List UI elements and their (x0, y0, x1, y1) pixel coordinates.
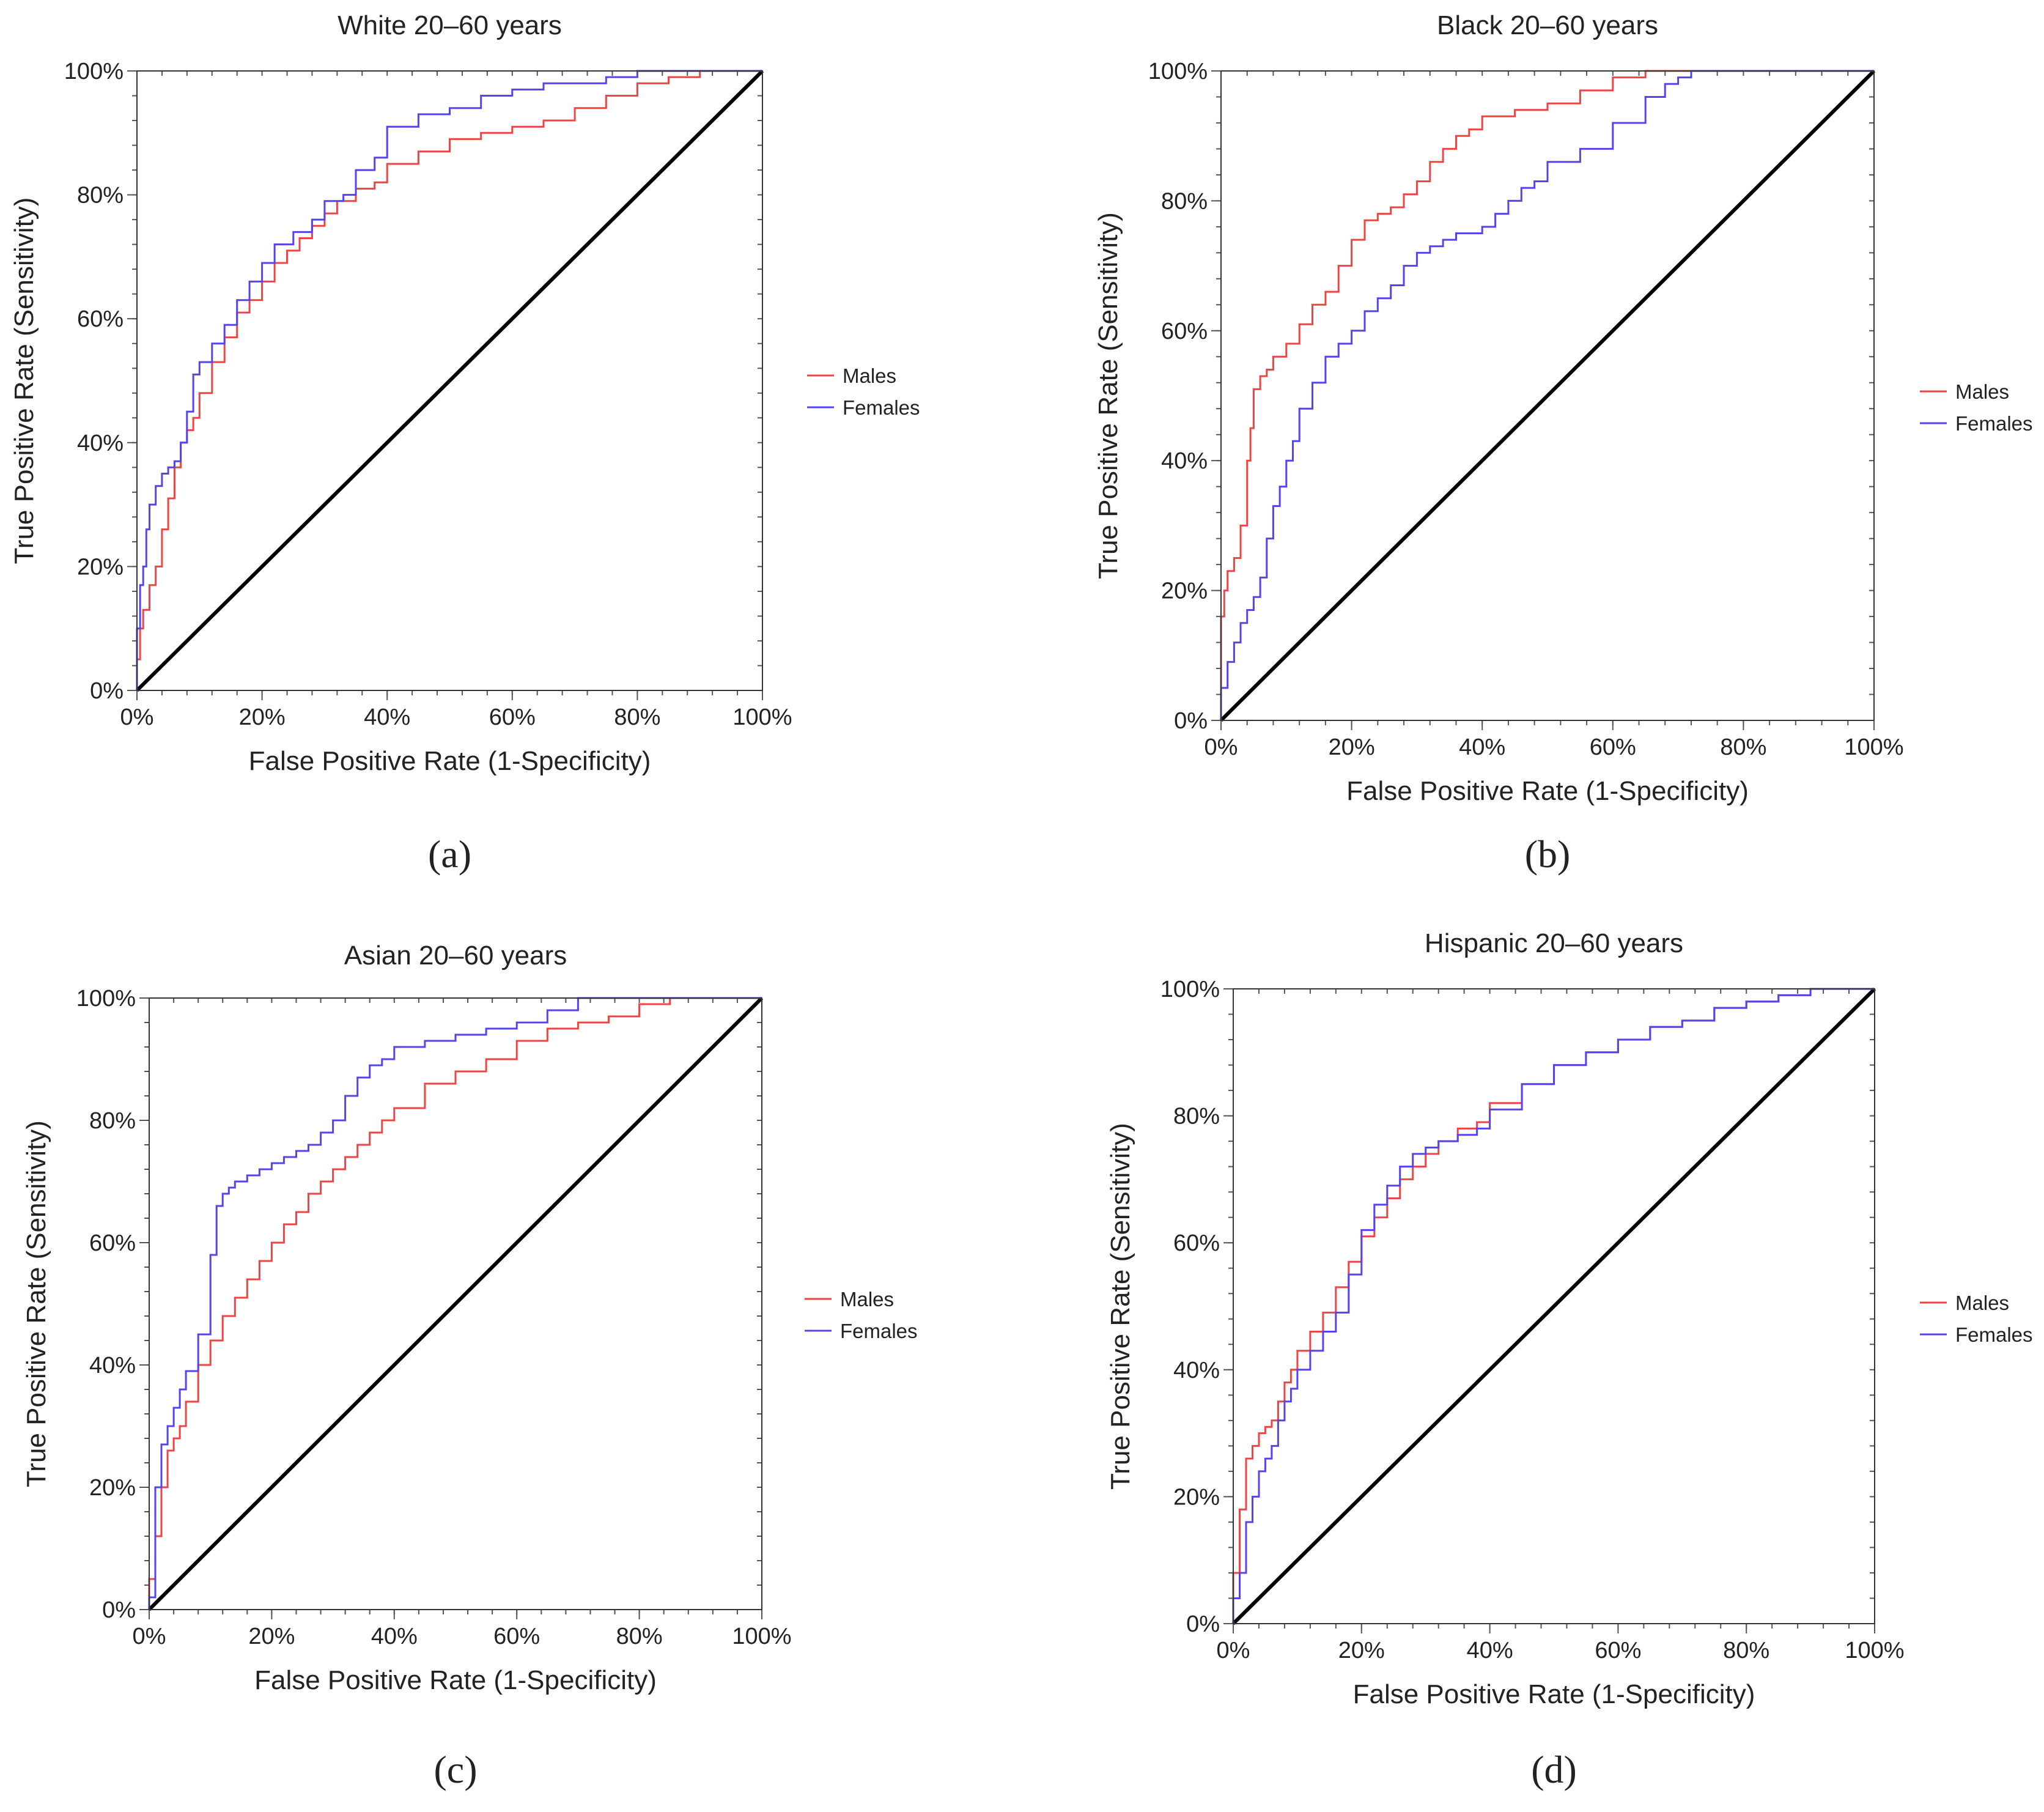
y-tick-label: 20% (77, 554, 124, 580)
x-tick-label: 20% (1329, 734, 1375, 760)
roc-panel: Black 20–60 years 0% 20% 40% 60% 80% 100% 0% 20%… (1093, 10, 2033, 876)
y-tick-label: 60% (1161, 319, 1208, 344)
x-axis-label: False Positive Rate (1-Specificity) (254, 1665, 657, 1695)
panel-label: (b) (1525, 832, 1571, 876)
y-axis-label: True Positive Rate (Sensitivity) (9, 198, 39, 564)
x-tick-label: 80% (614, 704, 660, 730)
x-tick-label: 60% (493, 1624, 540, 1649)
x-axis-label: False Positive Rate (1-Specificity) (1353, 1679, 1755, 1709)
y-tick-label: 60% (89, 1230, 136, 1256)
x-tick-label: 100% (1845, 1638, 1904, 1663)
x-tick-label: 60% (489, 704, 536, 730)
y-tick-label: 20% (1161, 579, 1208, 604)
y-tick-label: 80% (89, 1108, 136, 1134)
plot-frame (136, 70, 763, 691)
series-line-males (1220, 70, 1874, 720)
legend-label: Males (840, 1288, 894, 1311)
y-axis-label: True Positive Rate (Sensitivity) (1105, 1123, 1135, 1490)
roc-panel: White 20–60 years 0% 20% 40% 60% 80% 100% 0% 20%… (9, 10, 920, 876)
y-tick-label: 100% (64, 59, 124, 84)
x-tick-label: 80% (1723, 1638, 1769, 1663)
x-tick-label: 20% (1338, 1638, 1385, 1663)
reference-diagonal (1231, 987, 1876, 1625)
legend-label: Males (1955, 1292, 2009, 1314)
x-tick-label: 100% (1844, 734, 1903, 760)
x-tick-label: 80% (1720, 734, 1766, 760)
y-tick-label: 0% (90, 678, 124, 704)
series-line-females (136, 70, 762, 690)
y-tick-label: 100% (76, 986, 136, 1011)
panel-label: (a) (428, 832, 471, 876)
plot-frame (149, 997, 762, 1610)
x-tick-label: 40% (1467, 1638, 1513, 1663)
series-line-males (136, 70, 762, 690)
x-tick-label: 40% (1459, 734, 1505, 760)
x-tick-label: 100% (732, 704, 792, 730)
y-tick-label: 100% (1160, 977, 1220, 1002)
plot-frame (1220, 70, 1875, 721)
reference-diagonal (147, 996, 764, 1611)
legend-label: Females (840, 1320, 918, 1342)
legend-label: Females (1955, 412, 2033, 435)
x-tick-label: 40% (371, 1624, 418, 1649)
series-line-females (1232, 988, 1875, 1624)
y-tick-label: 0% (1186, 1611, 1220, 1637)
x-tick-label: 40% (364, 704, 410, 730)
y-tick-label: 80% (1173, 1104, 1220, 1130)
panel-label: (d) (1531, 1748, 1577, 1791)
reference-diagonal (1219, 69, 1876, 722)
y-tick-label: 0% (1174, 708, 1208, 734)
x-tick-label: 100% (732, 1624, 791, 1649)
x-tick-label: 60% (1590, 734, 1636, 760)
y-tick-label: 40% (89, 1353, 136, 1378)
x-tick-label: 60% (1595, 1638, 1641, 1663)
y-tick-label: 100% (1148, 59, 1208, 84)
panel-label: (c) (434, 1748, 477, 1791)
x-axis-label: False Positive Rate (1-Specificity) (1346, 776, 1749, 806)
y-axis-label: True Positive Rate (Sensitivity) (21, 1120, 51, 1487)
reference-diagonal (135, 69, 764, 692)
x-tick-label: 20% (248, 1624, 295, 1649)
chart-title: White 20–60 years (338, 10, 562, 40)
series-line-females (148, 997, 762, 1610)
chart-title: Asian 20–60 years (344, 941, 567, 971)
x-tick-label: 0% (120, 704, 154, 730)
chart-title: Hispanic 20–60 years (1425, 928, 1683, 958)
legend-label: Females (843, 396, 920, 419)
x-tick-label: 80% (616, 1624, 663, 1649)
x-tick-label: 0% (1205, 734, 1238, 760)
y-tick-label: 20% (1173, 1484, 1220, 1510)
series-line-females (1220, 70, 1874, 720)
y-tick-label: 40% (1173, 1358, 1220, 1383)
roc-panel: Hispanic 20–60 years 0% 20% 40% 60% 80% 100% 0%… (1105, 928, 2033, 1791)
x-tick-label: 0% (133, 1624, 166, 1649)
legend-label: Males (843, 364, 896, 387)
x-axis-label: False Positive Rate (1-Specificity) (249, 746, 651, 776)
chart-title: Black 20–60 years (1437, 10, 1658, 40)
y-tick-label: 0% (102, 1597, 136, 1623)
y-tick-label: 20% (89, 1475, 136, 1501)
roc-panel: Asian 20–60 years 0% 20% 40% 60% 80% 100% 0% 20%… (21, 941, 918, 1791)
y-tick-label: 40% (77, 431, 124, 456)
plot-frame (1233, 988, 1875, 1624)
x-tick-label: 0% (1217, 1638, 1250, 1663)
y-tick-label: 80% (1161, 188, 1208, 214)
y-tick-label: 40% (1161, 448, 1208, 474)
legend-label: Females (1955, 1323, 2033, 1346)
x-tick-label: 20% (239, 704, 286, 730)
legend-label: Males (1955, 380, 2009, 403)
y-axis-label: True Positive Rate (Sensitivity) (1093, 212, 1123, 579)
y-tick-label: 60% (1173, 1230, 1220, 1256)
series-line-males (148, 997, 762, 1610)
y-tick-label: 60% (77, 306, 124, 332)
y-tick-label: 80% (77, 183, 124, 209)
